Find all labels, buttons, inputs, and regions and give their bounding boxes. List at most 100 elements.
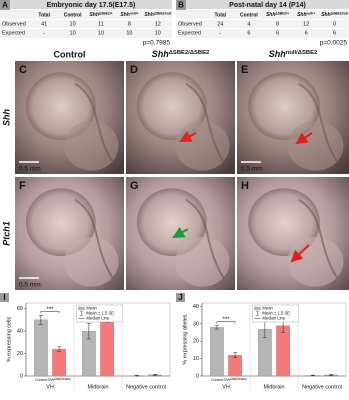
panel-letter: F — [19, 180, 26, 192]
panel-letter: J — [178, 293, 182, 302]
row-label: Ptch1 — [1, 221, 11, 246]
series-label: Control — [35, 378, 47, 382]
label: Control — [240, 12, 258, 18]
tissue — [287, 120, 344, 171]
panel-letter: G — [130, 180, 139, 192]
scale-label: 0.5 mm — [241, 166, 263, 173]
gene-label: ShhΔSBE2/ΔSBE2 — [152, 49, 210, 59]
y-tick-label: 40 — [193, 304, 199, 310]
scale-label: 0.5 mm — [19, 282, 41, 289]
cell: 24 — [217, 21, 223, 27]
y-tick-label: 20 — [193, 339, 199, 345]
micrograph: E 0.5 mm — [237, 61, 349, 174]
y-tick-label: 0 — [196, 373, 199, 379]
legend-swatch — [79, 311, 83, 316]
y-axis-label: % expressing cells — [6, 316, 12, 362]
plot-frame — [25, 302, 171, 377]
cell: 8 — [128, 21, 131, 27]
tissue — [175, 236, 230, 287]
cell: 8 — [276, 21, 279, 27]
panel-letter-box — [176, 0, 186, 10]
allele: ΔSBE2/null — [331, 11, 349, 15]
cell: 10 — [98, 30, 104, 36]
gene-name: Shh — [266, 12, 275, 18]
y-tick-label: 40 — [17, 329, 23, 335]
panel-letter: C — [19, 64, 27, 76]
legend-label: Median Line — [86, 316, 109, 321]
micrograph: C 0.5 mm — [15, 61, 124, 174]
y-tick-label: 20 — [17, 351, 23, 357]
p-value: p=0.0025 — [320, 40, 348, 47]
error-bar — [329, 374, 334, 376]
cell: 6 — [276, 30, 279, 36]
tissue-fold — [74, 82, 114, 164]
legend-swatch — [254, 306, 261, 311]
sig-bracket — [40, 311, 60, 314]
series-name: Control — [211, 378, 223, 382]
x-category-label: Negative control — [302, 384, 342, 390]
cell: 6 — [333, 30, 336, 36]
table-title: Embryonic day 17.5(E17.5) — [47, 2, 136, 9]
gene-name: Shh — [120, 12, 129, 18]
label: Total — [38, 12, 50, 18]
cell: 10 — [70, 30, 76, 36]
micrograph: H — [237, 177, 349, 290]
scale-label: 0.5 mm — [19, 166, 41, 173]
allele: ΔSBE2/null — [154, 11, 172, 15]
label: Control — [64, 12, 82, 18]
cell: 10 — [126, 30, 132, 36]
cell: 12 — [303, 21, 309, 27]
bar — [34, 319, 48, 377]
series-sup: ΔSBE2/ΔSBE2 — [54, 376, 72, 380]
gene-name: Shh — [269, 49, 287, 59]
gene-label: ShhΔSBE2/null — [144, 11, 171, 18]
sig-bracket — [216, 321, 236, 324]
tissue — [287, 236, 344, 287]
gene-label: ShhΔSBE2/+ — [89, 11, 112, 18]
allele: ΔSBE2/+ — [99, 11, 113, 15]
label: Control — [54, 49, 86, 59]
panel-letter: E — [241, 64, 248, 76]
panel-header-bar — [0, 0, 172, 9]
arrow — [179, 131, 197, 142]
y-tick-label: 60 — [17, 306, 23, 312]
tissue — [25, 72, 96, 141]
bar — [100, 317, 114, 377]
cell: 41 — [41, 21, 47, 27]
row-label: Observed — [178, 21, 202, 27]
sig-annotation: *** — [46, 307, 54, 313]
row-label: Observed — [2, 21, 26, 27]
x-category-label: Midbrain — [87, 384, 108, 390]
bar — [228, 354, 242, 377]
cell: 0 — [333, 21, 336, 27]
cell: - — [219, 30, 221, 36]
legend-swatch — [255, 311, 259, 316]
panel-letter: D — [130, 64, 138, 76]
legend-label: Mean — [86, 306, 97, 311]
plot-frame — [201, 302, 347, 377]
x-category-label: Negative control — [126, 384, 166, 390]
legend-label: Mean ± 1.5 SE — [262, 311, 290, 316]
row-label: Expected — [2, 30, 25, 36]
allele: ΔSBE2/+ — [275, 11, 289, 15]
bar — [210, 327, 224, 377]
cell: 12 — [155, 21, 161, 27]
tissue — [136, 188, 207, 257]
tissue — [64, 236, 119, 287]
table-body — [0, 10, 172, 38]
panel-header-bar — [176, 0, 349, 9]
tissue-fold — [298, 198, 339, 280]
gene-label: Shhnull/+ — [297, 11, 315, 18]
panel-letter: A — [2, 1, 8, 10]
allele: null/ΔSBE2 — [286, 49, 318, 55]
arrow — [295, 132, 313, 145]
cell: 11 — [98, 21, 104, 27]
gene-name: Shh — [89, 12, 98, 18]
micrograph: G — [126, 177, 235, 290]
allele: ΔSBE2/ΔSBE2 — [169, 49, 210, 55]
gene-label: ShhΔSBE2/null — [321, 11, 348, 18]
tissue — [175, 120, 230, 171]
panel-letter: B — [178, 1, 184, 10]
tissue-fold — [74, 198, 114, 280]
bar — [276, 325, 290, 377]
